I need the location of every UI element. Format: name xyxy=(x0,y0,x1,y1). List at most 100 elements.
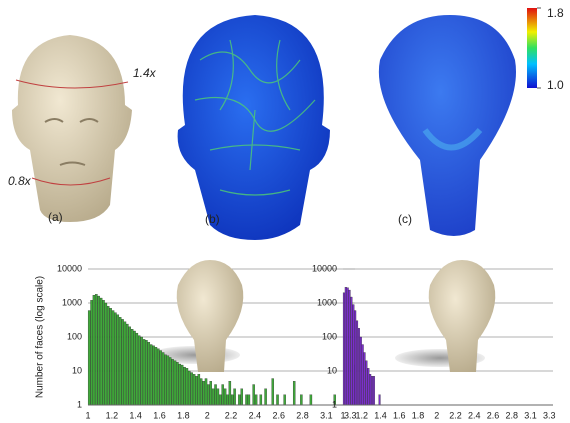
y-tick-label: 1000 xyxy=(317,297,337,307)
x-tick-label: 1.8 xyxy=(177,410,190,420)
bar xyxy=(119,317,121,405)
bar xyxy=(253,385,255,405)
bar xyxy=(136,333,138,405)
bar xyxy=(369,374,371,405)
bar xyxy=(210,381,212,405)
bar xyxy=(364,353,366,405)
bar xyxy=(356,321,358,405)
bar xyxy=(343,293,345,405)
bar xyxy=(160,351,162,405)
bar xyxy=(98,296,100,405)
bar xyxy=(88,311,90,405)
bar xyxy=(351,297,353,405)
bar xyxy=(183,367,185,405)
bar xyxy=(300,395,302,405)
x-tick-label: 2.4 xyxy=(249,410,262,420)
ratio-label: 1.4x xyxy=(133,66,157,80)
bar xyxy=(229,381,231,405)
x-tick-label: 1.6 xyxy=(153,410,166,420)
bar xyxy=(347,288,349,405)
bar xyxy=(186,368,188,405)
colorbar-tick-label: 1.8 xyxy=(547,6,564,20)
bar xyxy=(224,389,226,405)
panel-label: (c) xyxy=(398,212,412,226)
y-tick-label: 100 xyxy=(322,331,337,341)
bar xyxy=(195,376,197,405)
bar xyxy=(169,357,171,405)
bar xyxy=(143,339,145,405)
bar xyxy=(179,364,181,405)
figure: 1.8 1.0 (a) (b) (c) 1.4x 0.8x 1101001000… xyxy=(0,0,570,423)
panel-label: (b) xyxy=(205,212,220,226)
bar xyxy=(222,385,224,405)
bar xyxy=(379,395,381,405)
bar xyxy=(205,379,207,405)
bar xyxy=(133,331,135,405)
x-tick-label: 3.3 xyxy=(543,410,556,420)
x-tick-label: 1.4 xyxy=(129,410,142,420)
bar xyxy=(164,355,166,405)
bar xyxy=(191,373,193,405)
bar xyxy=(219,395,221,405)
colorbar-tick-label: 1.0 xyxy=(547,78,564,92)
bar xyxy=(200,379,202,405)
bar xyxy=(272,379,274,405)
y-tick-label: 1000 xyxy=(62,297,82,307)
bar xyxy=(293,381,295,405)
bar xyxy=(310,395,312,405)
y-tick-label: 100 xyxy=(67,331,82,341)
bar xyxy=(138,336,140,405)
y-axis-label: Number of faces (log scale) xyxy=(35,276,46,398)
y-tick-label: 10 xyxy=(72,365,82,375)
bar xyxy=(373,376,375,405)
x-tick-label: 1.8 xyxy=(412,410,425,420)
bar xyxy=(129,327,131,405)
bar xyxy=(121,319,123,405)
bar xyxy=(362,345,364,405)
bar xyxy=(358,328,360,405)
bar xyxy=(371,376,373,405)
x-tick-label: 2.8 xyxy=(505,410,518,420)
bar xyxy=(265,389,267,405)
head-c xyxy=(379,15,516,236)
x-tick-label: 2.4 xyxy=(468,410,481,420)
bar xyxy=(176,362,178,405)
bar xyxy=(110,308,112,405)
bar xyxy=(95,294,97,405)
bar xyxy=(193,374,195,405)
head-a xyxy=(12,35,132,222)
bar xyxy=(157,349,159,405)
x-tick-label: 3.1 xyxy=(524,410,537,420)
bar xyxy=(255,395,257,405)
x-tick-label: 1.6 xyxy=(393,410,406,420)
bar xyxy=(150,345,152,405)
bar xyxy=(141,337,143,405)
x-tick-label: 1 xyxy=(340,410,345,420)
bar xyxy=(124,322,126,405)
bar xyxy=(152,346,154,405)
bar xyxy=(172,359,174,405)
bar xyxy=(117,315,119,405)
bar xyxy=(91,300,93,405)
bar xyxy=(105,303,107,405)
bar xyxy=(366,361,368,405)
y-tick-label: 1 xyxy=(332,399,337,409)
bar xyxy=(212,389,214,405)
bar xyxy=(245,395,247,405)
x-tick-label: 1.2 xyxy=(355,410,368,420)
bar xyxy=(174,361,176,405)
x-tick-label: 1.4 xyxy=(374,410,387,420)
ratio-label: 0.8x xyxy=(8,174,32,188)
bar xyxy=(226,395,228,405)
bar xyxy=(354,311,356,405)
colorbar xyxy=(527,8,537,88)
head-b xyxy=(178,15,330,240)
bar xyxy=(214,385,216,405)
x-tick-label: 1.2 xyxy=(106,410,119,420)
y-tick-label: 10000 xyxy=(312,263,337,273)
bar xyxy=(112,311,114,405)
bar xyxy=(217,389,219,405)
x-tick-label: 3.1 xyxy=(320,410,333,420)
bar xyxy=(107,306,109,405)
bar xyxy=(276,395,278,405)
